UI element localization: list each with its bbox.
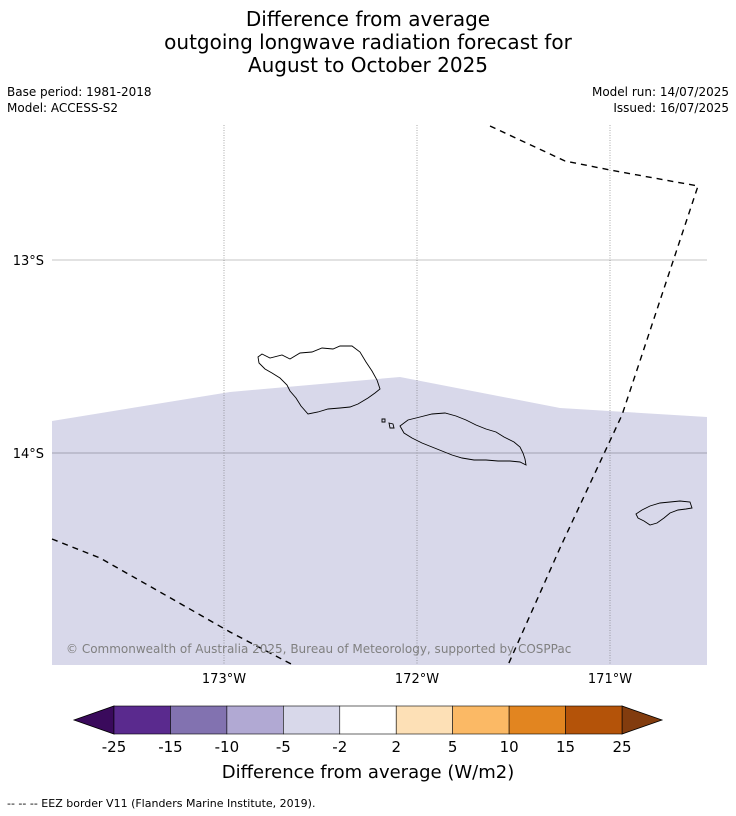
issued-date: Issued: 16/07/2025 [613,101,729,115]
colorbar: -25 -15 -10 -5 -2 2 5 10 15 25 [72,705,664,756]
colorbar-segment [283,705,341,735]
colorbar-tick-label: 10 [500,738,519,756]
lon-label-172w: 172°W [395,672,439,687]
lon-label-171w: 171°W [588,672,632,687]
colorbar-tick-label: 15 [556,738,575,756]
model-run: Model run: 14/07/2025 [591,85,729,99]
eez-border-east [489,125,699,666]
island-manono [388,422,395,429]
island-tutuila [635,500,693,526]
island-savaii [257,345,381,415]
lon-label-173w: 173°W [202,672,246,687]
eez-border-southwest [51,538,294,666]
colorbar-tick-label: 5 [448,738,458,756]
colorbar-label: Difference from average (W/m2) [221,762,515,783]
colorbar-segment [395,705,453,735]
anomaly-region [52,377,707,665]
colorbar-segment [339,705,397,735]
base-period: Base period: 1981-2018 [7,85,152,99]
island-apolima [381,418,386,423]
colorbar-extend-low [72,705,115,735]
colorbar-segment [226,705,284,735]
model-name: Model: ACCESS-S2 [7,101,119,115]
colorbar-segment [565,705,623,735]
lat-label-14s: 14°S [13,447,44,462]
colorbar-tick-label: -5 [276,738,291,756]
colorbar-tick-label: -2 [332,738,347,756]
colorbar-tick-label: 2 [391,738,401,756]
title-line-3: August to October 2025 [247,53,489,77]
colorbar-tick-label: 25 [612,738,631,756]
meta-right: Model run: 14/07/2025 Issued: 16/07/2025 [592,84,729,116]
colorbar-segment [508,705,566,735]
colorbar-segment [452,705,510,735]
copyright-text: © Commonwealth of Australia 2025, Bureau… [66,642,571,656]
colorbar-tick-label: -25 [102,738,127,756]
colorbar-tick-label: -15 [158,738,183,756]
colorbar-segment [170,705,228,735]
colorbar-segment [113,705,171,735]
colorbar-extend-high [621,705,664,735]
eez-legend: -- -- -- EEZ border V11 (Flanders Marine… [7,797,316,810]
lat-label-13s: 13°S [13,254,44,269]
chart-title: Difference from average outgoing longwav… [0,8,736,77]
colorbar-tick-label: -10 [215,738,240,756]
meta-left: Base period: 1981-2018 Model: ACCESS-S2 [7,84,152,116]
title-line-1: Difference from average [245,7,491,31]
title-line-2: outgoing longwave radiation forecast for [164,30,572,54]
island-upolu [399,412,527,466]
